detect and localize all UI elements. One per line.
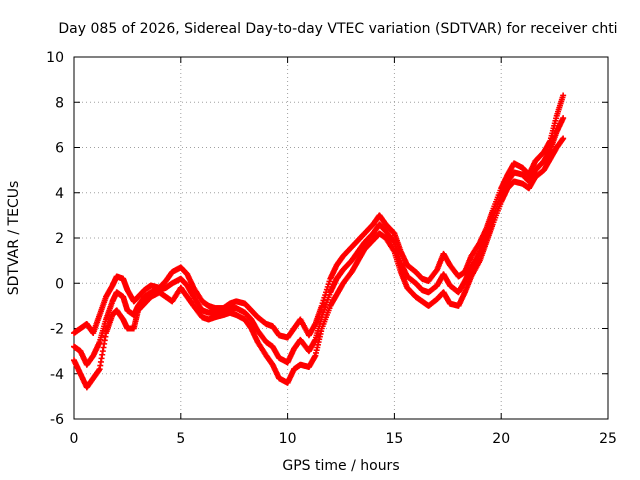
series-track-upper [71, 92, 567, 341]
data-points [71, 92, 567, 391]
y-tick-label: 8 [55, 95, 64, 111]
chart-title: Day 085 of 2026, Sidereal Day-to-day VTE… [58, 21, 617, 37]
data-point [560, 115, 567, 122]
x-tick-label: 20 [492, 431, 510, 447]
series-track-middle [71, 115, 567, 368]
y-tick-label: 2 [55, 231, 64, 247]
y-tick-label: 10 [46, 50, 64, 66]
x-tick-label: 0 [70, 431, 79, 447]
series-track-lower [71, 135, 567, 391]
data-point [560, 92, 567, 99]
y-axis-label: SDTVAR / TECUs [6, 181, 22, 296]
x-tick-label: 25 [599, 431, 617, 447]
data-point [390, 238, 397, 245]
y-tick-label: 4 [55, 186, 64, 202]
y-tick-label: -2 [50, 322, 64, 338]
x-tick-label: 15 [385, 431, 403, 447]
y-tick-label: 6 [55, 141, 64, 157]
grid [74, 57, 608, 419]
x-tick-label: 5 [176, 431, 185, 447]
data-point [560, 135, 567, 142]
x-axis-label: GPS time / hours [282, 458, 399, 474]
y-tick-label: -6 [50, 412, 64, 428]
y-tick-label: 0 [55, 276, 64, 292]
axis-ticks: 0 5 10 15 20 25 -6 -4 -2 0 2 4 6 8 10 [46, 50, 617, 447]
y-tick-label: -4 [50, 367, 64, 383]
x-tick-label: 10 [279, 431, 297, 447]
